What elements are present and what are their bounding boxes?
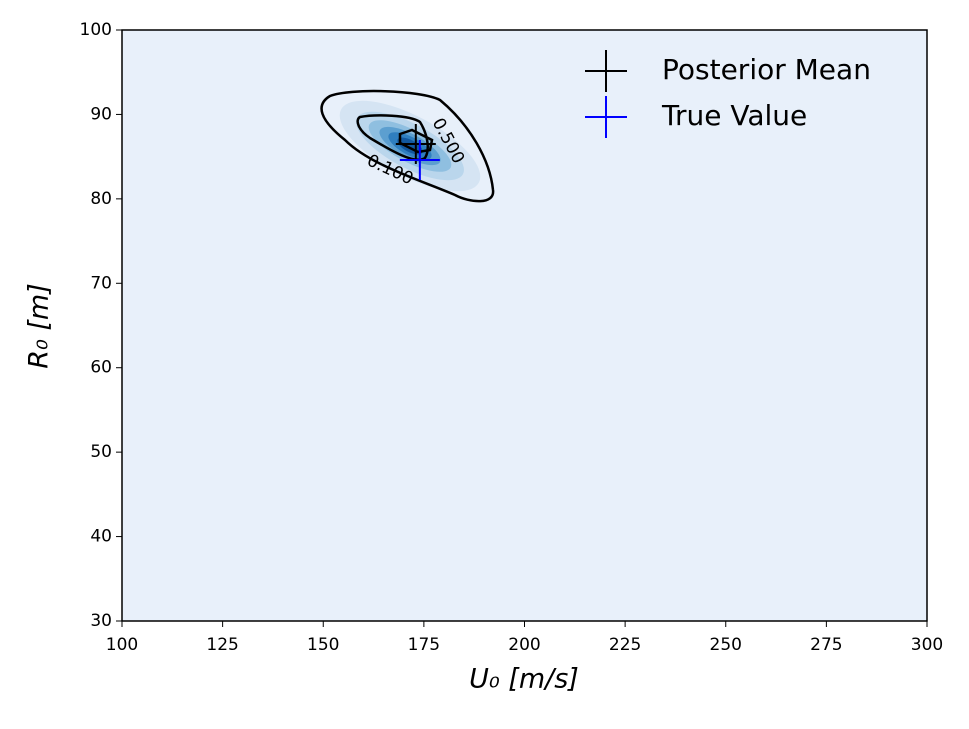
filled-contours [339,100,481,192]
x-tick-label: 275 [810,635,842,655]
x-tick-label: 225 [609,635,641,655]
y-axis-label: R₀ [m] [24,283,55,369]
y-tick-label: 100 [80,20,112,40]
legend-marker [585,96,627,138]
y-tick-label: 40 [90,527,112,547]
x-tick-label: 300 [911,635,943,655]
legend-label: Posterior Mean [662,53,871,86]
contour-line [356,114,429,161]
y-tick-label: 80 [90,189,112,209]
contour-line [320,89,495,203]
marker [395,123,436,164]
y-tick-label: 70 [90,273,112,293]
x-axis-label: U₀ [m/s] [469,664,579,695]
y-tick-label: 60 [90,358,112,378]
legend-label: True Value [661,99,807,132]
marker [399,140,440,181]
x-tick-label: 250 [710,635,742,655]
y-tick-label: 30 [90,611,112,631]
x-tick-label: 200 [508,635,540,655]
x-tick-label: 100 [106,635,138,655]
legend-marker [585,50,627,92]
y-tick-label: 50 [90,442,112,462]
x-tick-label: 125 [206,635,238,655]
plot-background [122,30,927,621]
y-tick-label: 90 [90,104,112,124]
x-tick-label: 150 [307,635,339,655]
x-tick-label: 175 [408,635,440,655]
